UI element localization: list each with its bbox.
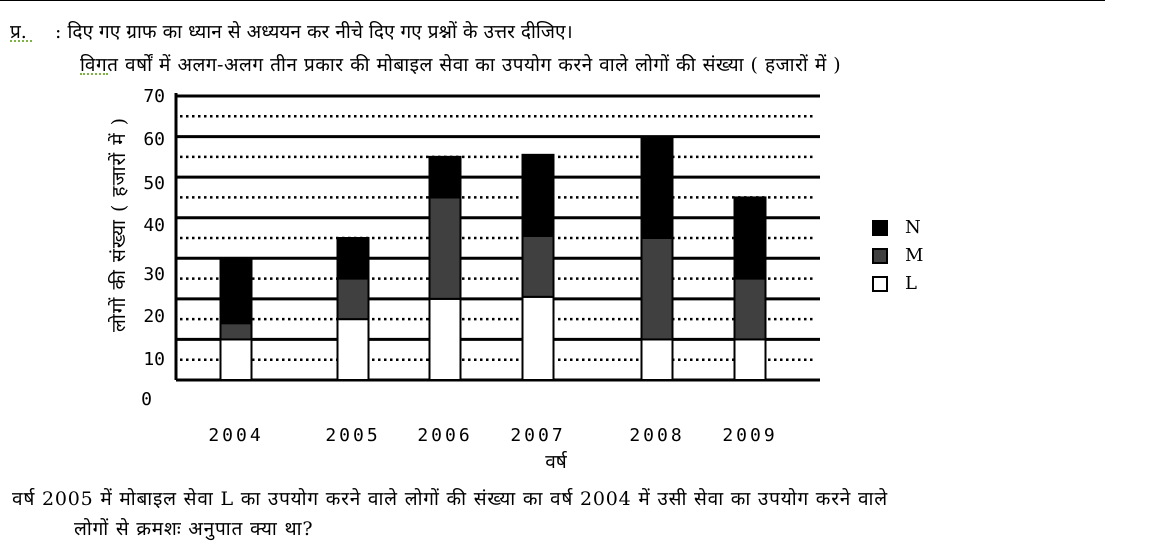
y-tick-label: 60 — [143, 129, 165, 150]
x-tick-label: 2009 — [722, 425, 777, 446]
bar-segment-N-2008 — [640, 135, 674, 239]
y-tick-label: 70 — [143, 86, 165, 107]
bar-segment-L-2006 — [428, 297, 462, 382]
legend-swatch-M — [872, 248, 888, 264]
bar-segment-M-2008 — [640, 237, 674, 341]
legend-swatch-L — [872, 276, 888, 292]
question-text: वर्ष 2005 में मोबाइल सेवा L का उपयोग करन… — [12, 484, 888, 544]
bar-segment-M-2005 — [336, 277, 370, 321]
legend-label-L: L — [905, 273, 917, 294]
x-tick-label: 2006 — [417, 425, 472, 446]
bar-segment-N-2006 — [428, 155, 462, 199]
legend-label-N: N — [905, 217, 921, 238]
bar-segment-N-2009 — [733, 196, 767, 280]
bar-segment-L-2008 — [640, 338, 674, 381]
question-number: प्र. — [10, 21, 27, 43]
top-rule — [0, 0, 1105, 1]
x-tick-label: 2004 — [208, 425, 263, 446]
bar-segment-M-2004 — [219, 322, 253, 341]
bar-segment-N-2005 — [336, 237, 370, 280]
chart-title: विगत वर्षों में अलग-अलग तीन प्रकार की मो… — [80, 54, 842, 76]
x-tick-label: 2008 — [629, 425, 684, 446]
instruction-text: : दिए गए ग्राफ का ध्यान से अध्ययन कर नीच… — [55, 21, 573, 43]
bar-segment-L-2007 — [521, 295, 555, 382]
legend-label-M: M — [905, 245, 923, 266]
spellcheck-underline — [80, 73, 108, 75]
y-tick-label: 50 — [143, 173, 165, 194]
legend-swatch-N — [872, 220, 888, 236]
bar-segment-M-2009 — [733, 277, 767, 341]
bar-segment-L-2004 — [219, 338, 253, 381]
x-tick-label: 2005 — [325, 425, 380, 446]
y-tick-label: 40 — [143, 215, 165, 236]
y-tick-label: 30 — [143, 264, 165, 285]
bar-segment-M-2007 — [521, 234, 555, 298]
y-tick-label: 20 — [143, 306, 165, 327]
bar-segment-M-2006 — [428, 196, 462, 300]
bar-segment-L-2005 — [336, 318, 370, 381]
bar-segment-N-2007 — [521, 153, 555, 237]
y-axis-label: लोगों की संख्या ( हजारों में ) — [107, 117, 130, 332]
x-axis-label: वर्ष — [545, 450, 568, 473]
spellcheck-underline — [10, 40, 32, 42]
bar-segment-L-2009 — [733, 338, 767, 381]
y-tick-label: 10 — [143, 349, 165, 370]
question-line-1: वर्ष 2005 में मोबाइल सेवा L का उपयोग करन… — [12, 488, 888, 510]
bar-segment-N-2004 — [219, 257, 253, 325]
y-tick-label: 0 — [141, 389, 152, 410]
x-tick-label: 2007 — [510, 425, 565, 446]
question-line-2: लोगों से क्रमशः अनुपात क्या था? — [74, 518, 314, 540]
